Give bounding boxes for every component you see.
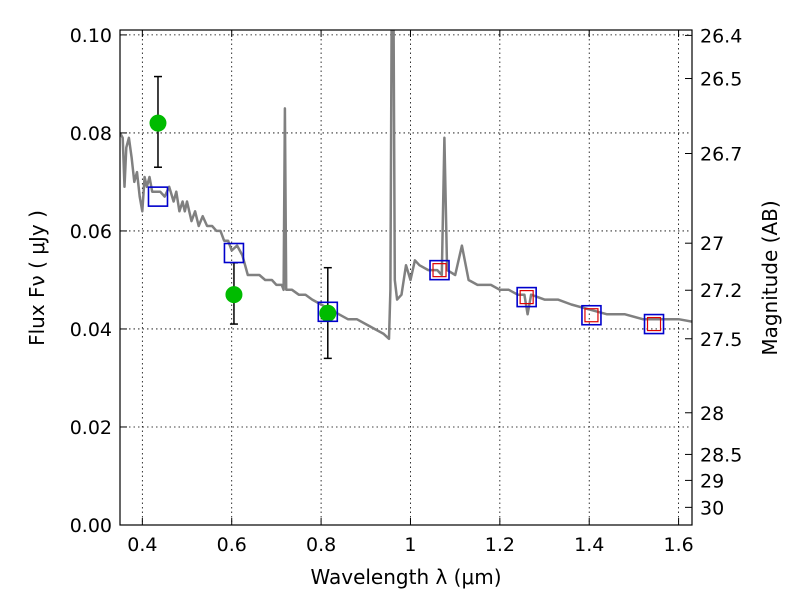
x-tick-label: 0.4 <box>127 534 157 556</box>
plot-area <box>120 30 692 360</box>
x-tick-label: 0.6 <box>217 534 247 556</box>
model-flux-square <box>516 286 537 308</box>
alt-model-flux-square <box>519 290 534 305</box>
grid-lines <box>120 30 692 526</box>
model-flux-square <box>317 301 339 323</box>
plot-frame <box>119 29 693 526</box>
observed-flux-point <box>319 304 337 322</box>
mag-tick-label: 26.5 <box>700 69 742 91</box>
mag-tick-label: 29 <box>700 470 724 492</box>
axis-ticks: 0.4 0.6 0.8 1 1.2 1.4 1.6 0.00 0.02 0.04 0.06 0.08 0… <box>70 25 743 556</box>
y-tick-label: 0.06 <box>70 221 112 243</box>
model-flux-square <box>147 186 169 207</box>
mag-tick-label: 27 <box>700 233 724 255</box>
mag-tick-label: 28 <box>700 403 724 425</box>
x-tick-label: 1.6 <box>663 534 693 556</box>
y2-axis-label: Magnitude (AB) <box>758 200 782 355</box>
observed-flux-point <box>149 114 167 132</box>
mag-tick-label: 30 <box>700 497 724 519</box>
x-axis-label: Wavelength λ (μm) <box>310 565 501 589</box>
alt-model-flux-square <box>584 308 599 323</box>
y-tick-label: 0.08 <box>70 123 112 145</box>
y-tick-label: 0.02 <box>70 417 112 439</box>
x-tick-label: 1 <box>404 534 416 556</box>
model-flux-square <box>429 259 450 281</box>
model-spectrum-line <box>120 30 692 341</box>
x-tick-label: 0.8 <box>306 534 336 556</box>
mag-tick-label: 26.4 <box>700 25 742 47</box>
mag-tick-label: 26.7 <box>700 144 742 166</box>
model-flux-square <box>223 242 245 264</box>
x-tick-label: 1.4 <box>574 534 604 556</box>
y-axis-label: Flux Fν ( μJy ) <box>25 210 49 346</box>
model-flux-square <box>643 313 665 335</box>
alt-model-flux-square <box>646 316 662 332</box>
mag-tick-label: 27.2 <box>700 280 742 302</box>
y-tick-label: 0.10 <box>70 25 112 47</box>
x-tick-label: 1.2 <box>485 534 515 556</box>
mag-tick-label: 27.5 <box>700 329 742 351</box>
alt-model-flux-square <box>432 263 447 278</box>
y-tick-label: 0.00 <box>70 515 112 537</box>
data-marks <box>120 30 692 360</box>
observed-flux-point <box>225 286 243 304</box>
model-flux-square <box>581 304 602 326</box>
mag-tick-label: 28.5 <box>700 444 742 466</box>
y-tick-label: 0.04 <box>70 319 112 341</box>
